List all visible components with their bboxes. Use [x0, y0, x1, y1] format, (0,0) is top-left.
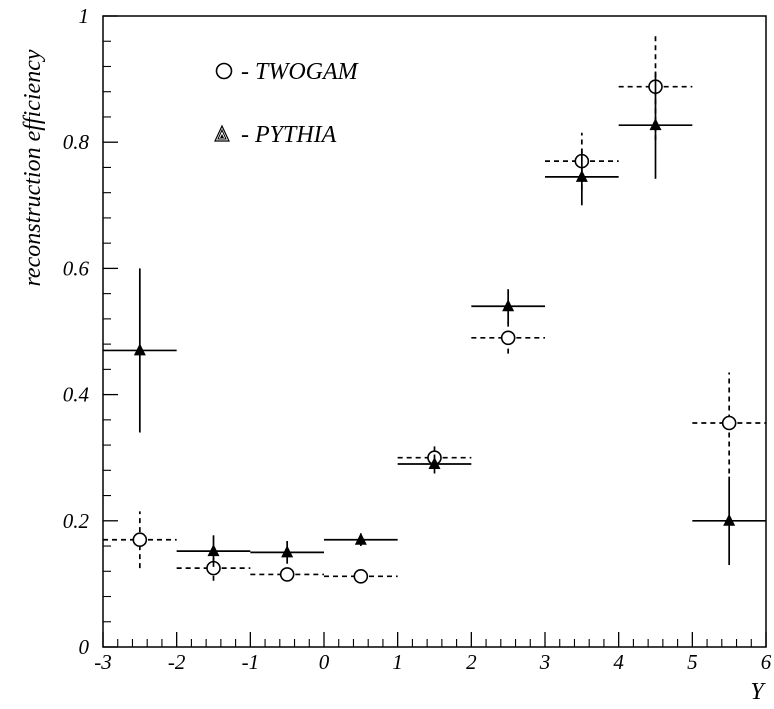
pythia-point — [324, 532, 398, 547]
x-tick-label: 5 — [687, 650, 698, 674]
x-tick-label: 6 — [761, 650, 772, 674]
pythia-marker — [428, 457, 441, 470]
pythia-marker — [723, 513, 736, 526]
y-tick-label: 0.6 — [63, 256, 90, 280]
x-tick-label: 2 — [466, 650, 477, 674]
axes: -3 -2 -1 0 1 2 3 4 5 6 0 0.2 0.4 0.6 0.8 1 — [63, 4, 772, 674]
pythia-marker — [575, 169, 588, 182]
twogam-point — [250, 567, 324, 582]
pythia-point — [250, 540, 324, 564]
twogam-marker — [279, 567, 295, 582]
x-tick-label: -3 — [94, 650, 112, 674]
twogam-marker — [500, 330, 516, 346]
x-axis-title: Y — [750, 679, 766, 705]
data-layer — [103, 33, 766, 584]
legend-triangle-marker — [214, 124, 230, 142]
legend-circle-marker — [215, 62, 233, 80]
y-tick-label: 1 — [79, 4, 90, 28]
y-axis-title: reconstruction efficiency — [20, 49, 46, 286]
pythia-marker — [207, 544, 220, 557]
x-tick-label: -2 — [168, 650, 186, 674]
twogam-marker — [353, 569, 369, 584]
x-tick-label: 4 — [613, 650, 624, 674]
pythia-point — [103, 268, 177, 433]
twogam-marker — [721, 415, 737, 431]
legend-twogam-label: - TWOGAM — [241, 59, 360, 85]
twogam-marker — [132, 532, 148, 548]
pythia-marker — [649, 118, 662, 131]
pythia-point — [176, 535, 251, 567]
pythia-point — [471, 289, 545, 324]
y-tick-label: 0 — [79, 635, 90, 659]
legend-pythia-label: - PYTHIA — [241, 122, 337, 148]
plot-frame — [102, 15, 767, 648]
twogam-point — [324, 569, 398, 584]
pythia-point — [618, 71, 693, 179]
pythia-marker — [354, 532, 367, 545]
x-tick-label: 1 — [392, 650, 403, 674]
y-tick-label: 0.4 — [63, 383, 90, 407]
twogam-point — [692, 372, 766, 474]
x-tick-label: 0 — [319, 650, 330, 674]
twogam-point — [471, 322, 545, 354]
pythia-point — [397, 454, 472, 474]
pythia-marker — [281, 545, 294, 558]
y-tick-label: 0.2 — [63, 509, 90, 533]
pythia-point — [692, 476, 766, 565]
x-tick-label: 3 — [539, 650, 551, 674]
legend: - TWOGAM - PYTHIA — [214, 59, 360, 148]
y-tick-label: 0.8 — [63, 130, 90, 154]
pythia-marker — [133, 343, 146, 356]
x-tick-label: -1 — [242, 650, 260, 674]
pythia-marker — [502, 299, 515, 312]
twogam-point — [103, 511, 177, 569]
pythia-point — [545, 148, 619, 206]
